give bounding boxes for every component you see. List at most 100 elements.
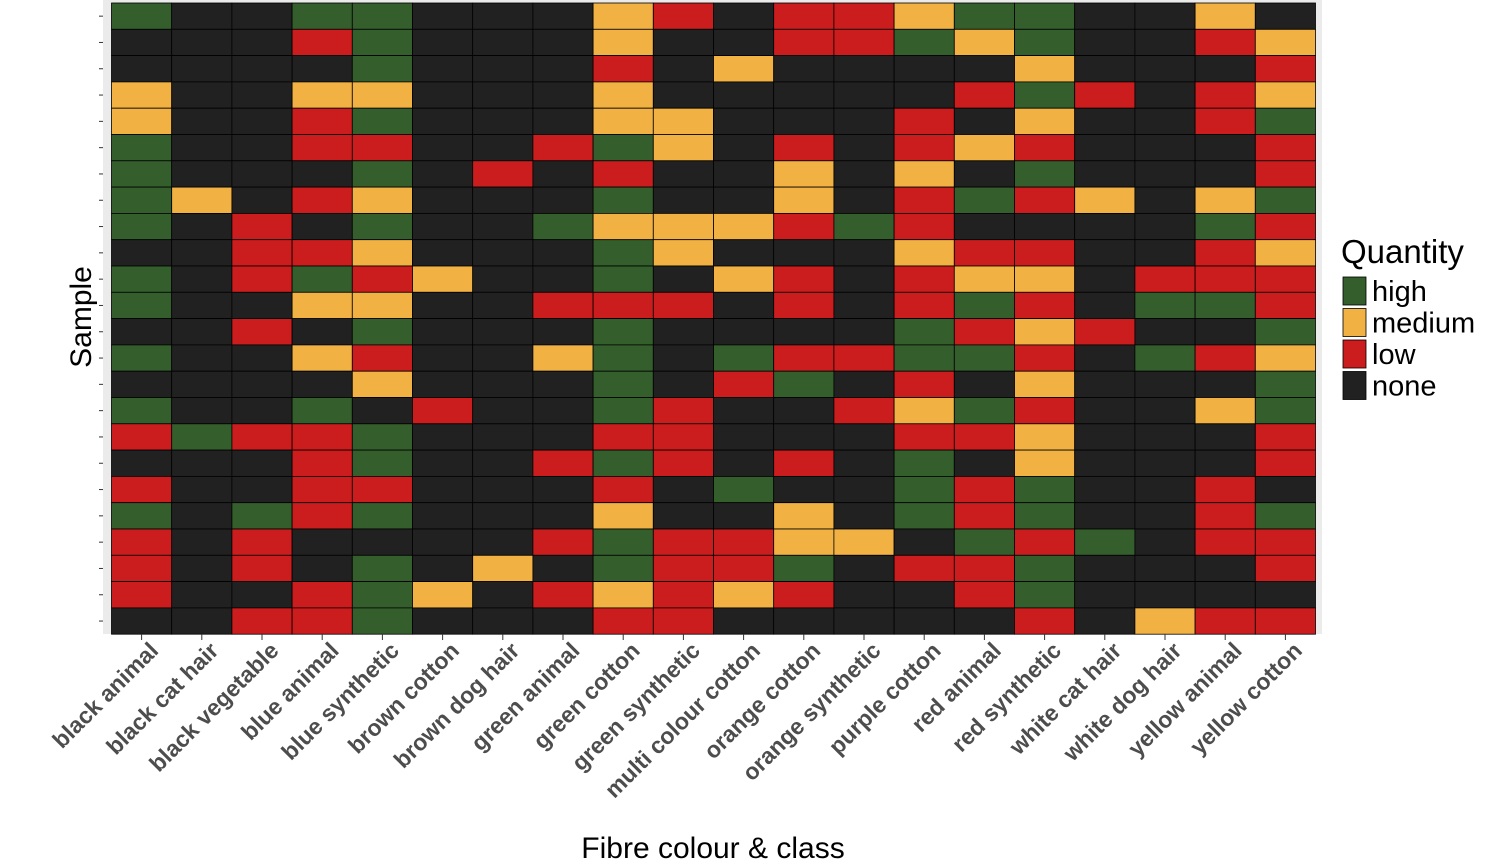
heatmap-cell (412, 423, 474, 451)
heatmap-cell (713, 581, 775, 609)
heatmap-cell (412, 318, 474, 346)
heatmap-cell (1134, 370, 1196, 398)
heatmap-cell (1194, 2, 1256, 30)
heatmap-cell (1254, 554, 1316, 582)
heatmap-cell (111, 28, 173, 56)
heatmap-cell (532, 607, 594, 635)
heatmap-cell (893, 528, 955, 556)
heatmap-cell (291, 397, 353, 425)
heatmap-cell (1074, 449, 1136, 477)
heatmap-cell (412, 28, 474, 56)
heatmap-cell (592, 318, 654, 346)
heatmap-cell (1134, 239, 1196, 267)
heatmap-cell (171, 528, 233, 556)
heatmap-cell (713, 160, 775, 188)
heatmap-cell (1014, 55, 1076, 83)
heatmap-cell (893, 607, 955, 635)
heatmap-cell (171, 423, 233, 451)
heatmap-cell (592, 344, 654, 372)
heatmap-cell (1074, 607, 1136, 635)
heatmap-cell (893, 581, 955, 609)
heatmap-cell (893, 449, 955, 477)
heatmap-cell (773, 397, 835, 425)
heatmap-cell (592, 423, 654, 451)
heatmap-cell (532, 554, 594, 582)
heatmap-cell (773, 160, 835, 188)
heatmap-cell (412, 291, 474, 319)
heatmap-cell (171, 55, 233, 83)
heatmap-cell (893, 370, 955, 398)
heatmap-cell (773, 2, 835, 30)
heatmap-cell (1074, 423, 1136, 451)
heatmap-cell (1014, 2, 1076, 30)
heatmap-cell (351, 423, 413, 451)
heatmap-cell (833, 291, 895, 319)
heatmap-cell (111, 502, 173, 530)
heatmap-cell (472, 502, 534, 530)
heatmap-cell (1014, 291, 1076, 319)
heatmap-cell (291, 107, 353, 135)
heatmap-cell (773, 239, 835, 267)
heatmap-cell (592, 107, 654, 135)
heatmap-cell (1014, 28, 1076, 56)
heatmap-cell (351, 160, 413, 188)
heatmap-cell (412, 107, 474, 135)
heatmap-cell (953, 397, 1015, 425)
heatmap-cell (592, 2, 654, 30)
heatmap-cell (1074, 344, 1136, 372)
heatmap-cell (1014, 212, 1076, 241)
heatmap-cell (291, 239, 353, 267)
heatmap-cell (592, 397, 654, 425)
heatmap-cell (592, 554, 654, 582)
heatmap-cell (171, 291, 233, 319)
heatmap-cell (592, 186, 654, 214)
heatmap-cell (1194, 607, 1256, 635)
heatmap-cell (773, 55, 835, 83)
heatmap-cell (351, 502, 413, 530)
y-axis-title: Sample (65, 266, 98, 368)
heatmap-cell (1074, 528, 1136, 556)
heatmap-cell (592, 475, 654, 504)
heatmap-cell (953, 291, 1015, 319)
heatmap-cell (592, 449, 654, 477)
heatmap-cell (592, 502, 654, 530)
heatmap-cell (351, 607, 413, 635)
heatmap-cell (1074, 265, 1136, 293)
heatmap-cell (953, 81, 1015, 109)
heatmap-cell (231, 581, 293, 609)
heatmap-cell (532, 134, 594, 162)
heatmap-cell (1254, 344, 1316, 372)
heatmap-cell (351, 2, 413, 30)
heatmap-cell (833, 475, 895, 504)
heatmap-cell (231, 607, 293, 635)
heatmap-cell (1074, 239, 1136, 267)
heatmap-cell (1194, 554, 1256, 582)
heatmap-cell (532, 475, 594, 504)
heatmap-cell (1014, 449, 1076, 477)
heatmap-cell (111, 265, 173, 293)
heatmap-cell (833, 134, 895, 162)
heatmap-cell (953, 134, 1015, 162)
heatmap-cell (773, 502, 835, 530)
heatmap-cell (1134, 160, 1196, 188)
heatmap-cell (231, 212, 293, 241)
heatmap-cell (833, 423, 895, 451)
heatmap-cell (773, 291, 835, 319)
heatmap-cell (1254, 160, 1316, 188)
heatmap-cell (893, 502, 955, 530)
heatmap-cell (532, 528, 594, 556)
heatmap-cell (351, 134, 413, 162)
heatmap-cell (773, 607, 835, 635)
heatmap-cells (111, 2, 1316, 635)
heatmap-cell (532, 502, 594, 530)
heatmap-cell (1134, 265, 1196, 293)
heatmap-cell (1014, 607, 1076, 635)
heatmap-cell (953, 344, 1015, 372)
heatmap-cell (1074, 475, 1136, 504)
heatmap-cell (652, 554, 714, 582)
heatmap-cell (893, 554, 955, 582)
heatmap-cell (833, 28, 895, 56)
heatmap-cell (833, 265, 895, 293)
heatmap-cell (1254, 423, 1316, 451)
